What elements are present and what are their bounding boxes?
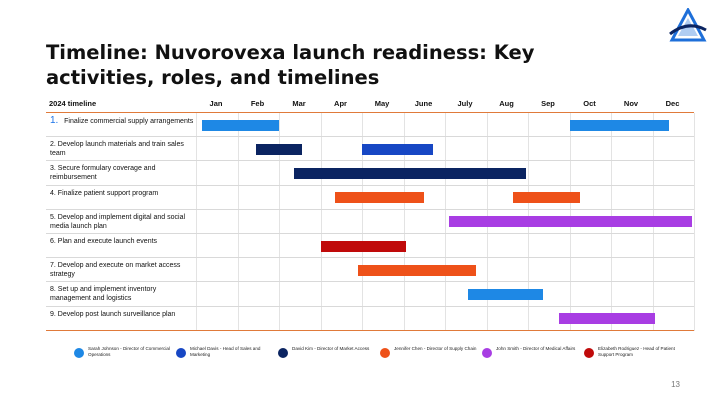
timeline-bar bbox=[362, 143, 433, 155]
legend-label: John Smith - Director of Medical Affairs bbox=[496, 346, 576, 351]
task-number: 3. bbox=[50, 165, 58, 173]
legend-label: David Kim - Director of Market Access bbox=[292, 346, 370, 351]
task-text: Set up and implement inventory managemen… bbox=[50, 286, 157, 303]
timeline-header: 2024 timeline Jan Feb Mar Apr May June July Aug… bbox=[46, 96, 694, 113]
month-label-jan: Jan bbox=[209, 99, 223, 108]
timeline-bar bbox=[293, 167, 526, 179]
task-number: 9. bbox=[50, 310, 58, 318]
month-label-oct: Oct bbox=[583, 99, 596, 108]
legend: Sarah Johnson - Director of Commercial O… bbox=[74, 346, 714, 364]
gridline bbox=[279, 113, 280, 331]
gridline bbox=[196, 113, 197, 331]
task-number: 8. bbox=[50, 286, 58, 294]
task-number: 7. bbox=[50, 262, 58, 270]
month-label-mar: Mar bbox=[292, 99, 306, 108]
task-label: 4. Finalize patient support program bbox=[50, 189, 195, 198]
task-row: 8. Set up and implement inventory manage… bbox=[46, 282, 694, 307]
gridline bbox=[694, 113, 695, 331]
legend-color-dot bbox=[278, 348, 288, 358]
task-number: 6. bbox=[50, 238, 58, 245]
task-label: 9. Develop post launch surveillance plan bbox=[50, 310, 195, 319]
task-row: 1. Finalize commercial supply arrangemen… bbox=[46, 113, 694, 138]
timeline-bar bbox=[335, 192, 425, 204]
task-row: 3. Secure formulary coverage and reimbur… bbox=[46, 161, 694, 186]
gridline bbox=[445, 113, 446, 331]
gridline bbox=[237, 113, 239, 331]
page-title: Timeline: Nuvorovexa launch readiness: K… bbox=[46, 41, 535, 89]
gridline bbox=[403, 113, 405, 331]
month-label-apr: Apr bbox=[334, 99, 347, 108]
task-number: 5. bbox=[50, 213, 58, 221]
timeline-bar bbox=[467, 288, 543, 300]
timeline-chart: 2024 timeline Jan Feb Mar Apr May June July Aug… bbox=[46, 96, 695, 332]
task-label: 1. Finalize commercial supply arrangemen… bbox=[50, 116, 195, 126]
task-rows: 1. Finalize commercial supply arrangemen… bbox=[46, 113, 694, 331]
month-label-feb: Feb bbox=[250, 99, 265, 108]
task-text: Plan and execute launch events bbox=[57, 238, 158, 245]
task-row: 4. Finalize patient support program bbox=[46, 186, 694, 210]
page-number: 13 bbox=[671, 380, 680, 389]
month-label-june: June bbox=[414, 99, 433, 108]
task-text: Develop post launch surveillance plan bbox=[57, 310, 176, 318]
company-logo bbox=[669, 8, 707, 42]
month-label-nov: Nov bbox=[623, 99, 639, 108]
task-text: Secure formulary coverage and reimbursem… bbox=[50, 165, 156, 182]
timeline-bar bbox=[256, 143, 302, 155]
gridline bbox=[362, 113, 363, 331]
gridline bbox=[320, 113, 322, 331]
task-row: 6. Plan and execute launch events bbox=[46, 234, 694, 259]
legend-color-dot bbox=[176, 348, 186, 358]
timeline-bar bbox=[449, 216, 692, 228]
task-label: 3. Secure formulary coverage and reimbur… bbox=[50, 164, 195, 182]
timeline-bar bbox=[569, 119, 670, 131]
month-label-may: May bbox=[374, 99, 390, 108]
task-text: Develop launch materials and train sales… bbox=[50, 141, 184, 158]
month-label-sep: Sep bbox=[541, 99, 555, 108]
timeline-bar bbox=[202, 119, 279, 131]
legend-label: Michael Davis - Head of Sales and Market… bbox=[190, 346, 261, 357]
month-label-july: July bbox=[457, 99, 473, 108]
task-label: 2. Develop launch materials and train sa… bbox=[50, 140, 195, 158]
legend-label: Elizabeth Rodriguez - Head of Patient Su… bbox=[598, 346, 675, 357]
legend-label: Sarah Johnson - Director of Commercial O… bbox=[88, 346, 170, 357]
legend-item: Michael Davis - Head of Sales and Market… bbox=[176, 346, 276, 364]
task-text: Finalize patient support program bbox=[57, 189, 159, 197]
task-number: 2. bbox=[50, 141, 58, 149]
task-text: Develop and execute on market access str… bbox=[50, 262, 181, 279]
legend-color-dot bbox=[584, 348, 594, 358]
legend-label: Jennifer Chen - Director of Supply Chain bbox=[394, 346, 477, 351]
legend-color-dot bbox=[482, 348, 492, 358]
task-label: 8. Set up and implement inventory manage… bbox=[50, 285, 195, 303]
year-label: 2024 timeline bbox=[49, 99, 97, 108]
task-text: Develop and implement digital and social… bbox=[50, 213, 186, 230]
legend-item: Elizabeth Rodriguez - Head of Patient Su… bbox=[584, 346, 684, 364]
legend-color-dot bbox=[380, 348, 390, 358]
month-label-dec: Dec bbox=[665, 99, 680, 108]
timeline-bar bbox=[513, 192, 580, 204]
task-row: 5. Develop and implement digital and soc… bbox=[46, 210, 694, 234]
legend-color-dot bbox=[74, 348, 84, 358]
task-number: 1. bbox=[50, 115, 62, 126]
task-row: 7. Develop and execute on market access … bbox=[46, 258, 694, 283]
task-label: 7. Develop and execute on market access … bbox=[50, 261, 195, 279]
legend-item: John Smith - Director of Medical Affairs bbox=[482, 346, 582, 364]
task-row: 9. Develop post launch surveillance plan bbox=[46, 307, 694, 331]
timeline-bar bbox=[357, 264, 477, 276]
task-number: 4. bbox=[50, 189, 58, 197]
task-text: Finalize commercial supply arrangements bbox=[64, 118, 194, 125]
legend-item: David Kim - Director of Market Access bbox=[278, 346, 378, 364]
task-row: 2. Develop launch materials and train sa… bbox=[46, 137, 694, 162]
timeline-bar bbox=[320, 240, 406, 252]
month-label-aug: Aug bbox=[499, 99, 514, 108]
legend-item: Sarah Johnson - Director of Commercial O… bbox=[74, 346, 174, 364]
task-label: 5. Develop and implement digital and soc… bbox=[50, 213, 195, 231]
legend-item: Jennifer Chen - Director of Supply Chain bbox=[380, 346, 480, 364]
task-label: 6. Plan and execute launch events bbox=[50, 237, 195, 246]
timeline-bar bbox=[559, 313, 655, 325]
